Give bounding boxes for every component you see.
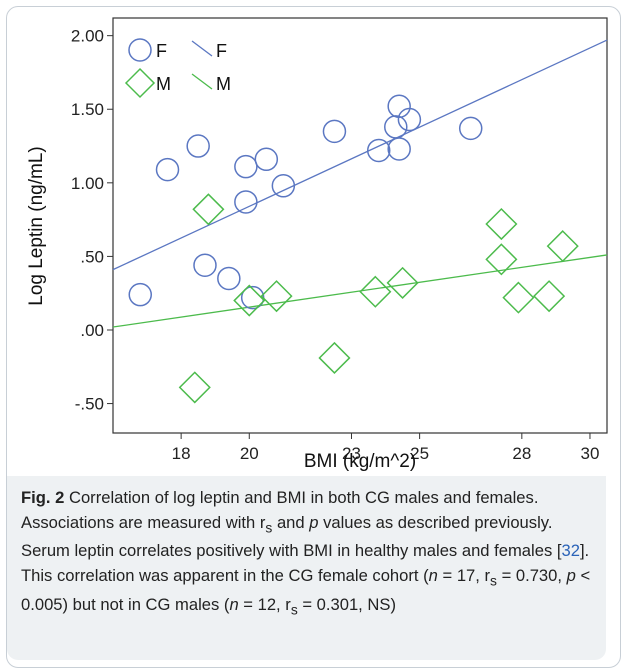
caption-subscript: s — [290, 600, 298, 617]
data-point-m — [502, 281, 535, 314]
legend-line-marker — [191, 40, 213, 57]
caption-text: ]. This correlation was apparent in the … — [21, 541, 590, 585]
data-point-f — [155, 157, 180, 182]
y-tick-label: 1.50 — [71, 100, 104, 119]
scatter-chart: 18 20 23 25 28 30 2.001.501.00.50.00-.50 F FM M… — [26, 17, 608, 472]
x-tick-label: 18 — [172, 444, 191, 463]
x-tick-label: 20 — [240, 444, 259, 463]
caption-subscript: s — [490, 572, 497, 589]
data-point-f — [366, 138, 391, 163]
reference-link[interactable]: 32 — [561, 541, 580, 561]
caption-text: = 17, r — [437, 565, 491, 585]
x-tick-label: 25 — [410, 444, 429, 463]
caption-text: < 0.005) but not in CG males ( — [21, 565, 591, 614]
caption-italic: p — [566, 565, 576, 585]
data-point-f — [254, 147, 279, 172]
data-point-m — [233, 284, 266, 317]
figure-caption: Fig. 2 Correlation of log leptin and BMI… — [21, 486, 601, 621]
data-point-f — [271, 174, 296, 198]
caption-text: = 12, r — [238, 594, 291, 614]
fit-line-f — [112, 39, 608, 271]
legend-label: F — [156, 41, 167, 61]
data-point-m — [359, 275, 392, 308]
caption-text: Correlation of log leptin and BMI in bot… — [21, 488, 539, 532]
caption-label: Fig. 2 — [21, 488, 65, 507]
caption-italic: n — [229, 594, 239, 614]
data-point-m — [485, 243, 518, 276]
x-tick-label: 30 — [581, 444, 600, 463]
y-tick-label: .00 — [80, 321, 104, 340]
data-point-f — [387, 137, 411, 161]
fit-lines — [112, 39, 608, 328]
legend-diamond-marker — [124, 67, 156, 99]
y-tick-label: -.50 — [75, 395, 104, 414]
y-tick-label: .50 — [80, 247, 104, 266]
x-axis: 18 20 23 25 28 30 — [172, 433, 600, 463]
x-tick-label: 23 — [342, 444, 361, 463]
data-point-m — [192, 193, 225, 226]
legend: F FM M — [124, 38, 231, 99]
data-point-f — [128, 282, 153, 307]
data-point-m — [386, 266, 419, 299]
x-axis-title: BMI (kg/m^2) — [304, 451, 416, 472]
caption-italic: p — [309, 512, 319, 532]
y-tick-label: 2.00 — [71, 27, 104, 46]
data-markers — [128, 94, 579, 404]
legend-line-marker — [191, 73, 213, 90]
data-point-f — [217, 266, 241, 291]
y-axis-title: Log Leptin (ng/mL) — [26, 146, 47, 306]
y-axis: 2.00 1.50 1.00 .50 .00 -.50 — [71, 27, 113, 414]
data-point-m — [546, 230, 579, 263]
data-point-m — [533, 280, 566, 313]
data-point-m — [178, 371, 211, 404]
y-tick-label: 1.00 — [71, 174, 104, 193]
data-point-f — [234, 154, 258, 179]
data-point-m — [318, 341, 351, 375]
caption-text: = 0.301, NS) — [297, 594, 396, 614]
caption-text: = 0.730, — [496, 565, 567, 585]
legend-label: M — [156, 74, 171, 94]
caption-text: values as described previously. Serum le… — [21, 512, 562, 561]
data-point-f — [397, 107, 422, 132]
fit-line-m — [112, 254, 608, 328]
data-point-f — [234, 190, 258, 214]
data-point-m — [260, 280, 293, 313]
legend-label: F — [216, 41, 227, 61]
caption-text: and — [272, 512, 310, 532]
legend-label: M — [216, 74, 231, 94]
caption-italic: n — [428, 565, 438, 585]
data-point-f — [186, 134, 210, 158]
data-point-f — [322, 119, 347, 144]
legend-circle-marker — [128, 38, 152, 62]
x-tick-label: 28 — [512, 444, 531, 463]
data-point-f — [458, 116, 483, 141]
data-point-f — [193, 253, 217, 277]
caption-subscript: s — [265, 518, 273, 535]
plot-area — [112, 17, 608, 434]
caption-panel: Fig. 2 Correlation of log leptin and BMI… — [7, 476, 606, 660]
data-point-m — [485, 207, 518, 241]
